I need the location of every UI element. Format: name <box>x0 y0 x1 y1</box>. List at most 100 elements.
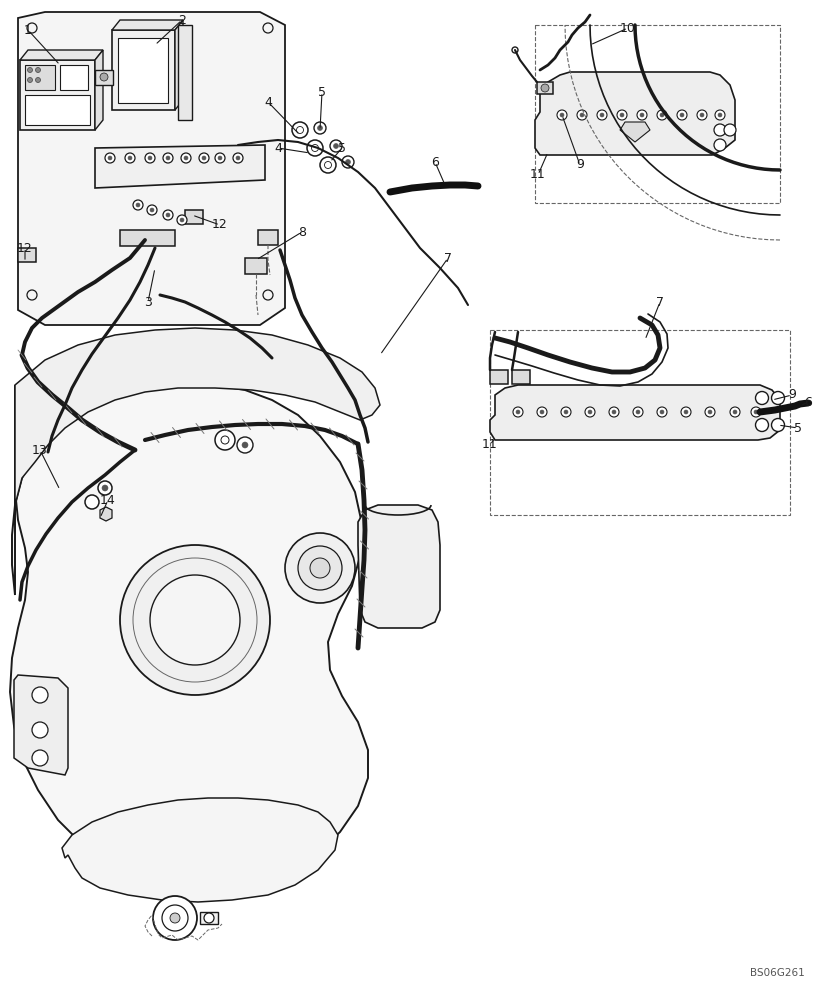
Circle shape <box>120 545 270 695</box>
Circle shape <box>236 156 240 160</box>
Bar <box>512 370 530 384</box>
Circle shape <box>181 153 191 163</box>
Circle shape <box>657 110 667 120</box>
Circle shape <box>177 215 187 225</box>
Circle shape <box>620 113 624 117</box>
Circle shape <box>297 126 303 133</box>
Circle shape <box>577 110 587 120</box>
Circle shape <box>730 407 740 417</box>
Circle shape <box>724 124 736 136</box>
Circle shape <box>98 481 112 495</box>
Circle shape <box>681 407 691 417</box>
Circle shape <box>85 495 99 509</box>
Circle shape <box>32 750 48 766</box>
Bar <box>120 230 175 246</box>
Bar <box>258 230 278 245</box>
Circle shape <box>660 113 664 117</box>
Text: BS06G261: BS06G261 <box>750 968 805 978</box>
Circle shape <box>684 410 688 414</box>
Circle shape <box>298 546 342 590</box>
Circle shape <box>771 418 784 432</box>
Text: 14: 14 <box>101 493 116 506</box>
Circle shape <box>334 143 339 148</box>
Text: 12: 12 <box>212 219 228 232</box>
Bar <box>245 258 267 274</box>
Polygon shape <box>95 50 103 130</box>
Polygon shape <box>15 328 380 505</box>
Circle shape <box>640 113 644 117</box>
Text: 3: 3 <box>144 296 152 308</box>
Circle shape <box>170 913 180 923</box>
Circle shape <box>292 122 308 138</box>
Circle shape <box>32 722 48 738</box>
Circle shape <box>314 122 326 134</box>
Polygon shape <box>20 60 95 130</box>
Circle shape <box>166 213 170 217</box>
Circle shape <box>585 407 595 417</box>
Circle shape <box>637 110 647 120</box>
Circle shape <box>597 110 607 120</box>
Text: 9: 9 <box>788 388 796 401</box>
Circle shape <box>133 200 143 210</box>
Circle shape <box>633 407 643 417</box>
Circle shape <box>199 153 209 163</box>
Circle shape <box>516 410 520 414</box>
Bar <box>95 70 113 85</box>
Polygon shape <box>62 798 338 902</box>
Circle shape <box>600 113 604 117</box>
Circle shape <box>105 153 115 163</box>
Circle shape <box>166 156 170 160</box>
Circle shape <box>237 437 253 453</box>
Circle shape <box>330 140 342 152</box>
Bar <box>25 95 90 125</box>
Circle shape <box>564 410 568 414</box>
Circle shape <box>27 23 37 33</box>
Text: 5: 5 <box>338 141 346 154</box>
Text: 8: 8 <box>298 226 306 238</box>
Circle shape <box>700 113 704 117</box>
Circle shape <box>215 153 225 163</box>
Circle shape <box>751 407 761 417</box>
Text: 5: 5 <box>318 86 326 99</box>
Text: 11: 11 <box>482 438 498 452</box>
Bar <box>25 65 55 90</box>
Circle shape <box>147 205 157 215</box>
Text: 13: 13 <box>32 444 48 456</box>
Circle shape <box>35 68 40 73</box>
Circle shape <box>708 410 712 414</box>
Bar <box>535 25 780 203</box>
Circle shape <box>285 533 355 603</box>
Circle shape <box>148 156 152 160</box>
Circle shape <box>263 290 273 300</box>
Polygon shape <box>100 507 112 521</box>
Circle shape <box>714 124 726 136</box>
Bar <box>18 248 36 262</box>
Circle shape <box>512 47 518 53</box>
Polygon shape <box>358 505 440 628</box>
Text: 10: 10 <box>620 21 636 34</box>
Polygon shape <box>178 25 192 120</box>
Circle shape <box>136 203 140 207</box>
Circle shape <box>150 208 154 212</box>
Text: 1: 1 <box>24 23 32 36</box>
Circle shape <box>204 913 214 923</box>
Circle shape <box>102 485 108 491</box>
Circle shape <box>677 110 687 120</box>
Circle shape <box>167 592 223 648</box>
Bar <box>185 210 203 224</box>
Circle shape <box>660 410 664 414</box>
Circle shape <box>718 113 722 117</box>
Circle shape <box>537 407 547 417</box>
Circle shape <box>771 391 784 404</box>
Bar <box>60 65 88 90</box>
Circle shape <box>540 410 544 414</box>
Text: 4: 4 <box>264 96 272 108</box>
Circle shape <box>100 73 108 81</box>
Polygon shape <box>620 122 650 142</box>
Polygon shape <box>20 50 103 60</box>
Text: 11: 11 <box>530 168 545 182</box>
Circle shape <box>27 68 32 73</box>
Circle shape <box>714 139 726 151</box>
Circle shape <box>342 156 354 168</box>
Circle shape <box>697 110 707 120</box>
